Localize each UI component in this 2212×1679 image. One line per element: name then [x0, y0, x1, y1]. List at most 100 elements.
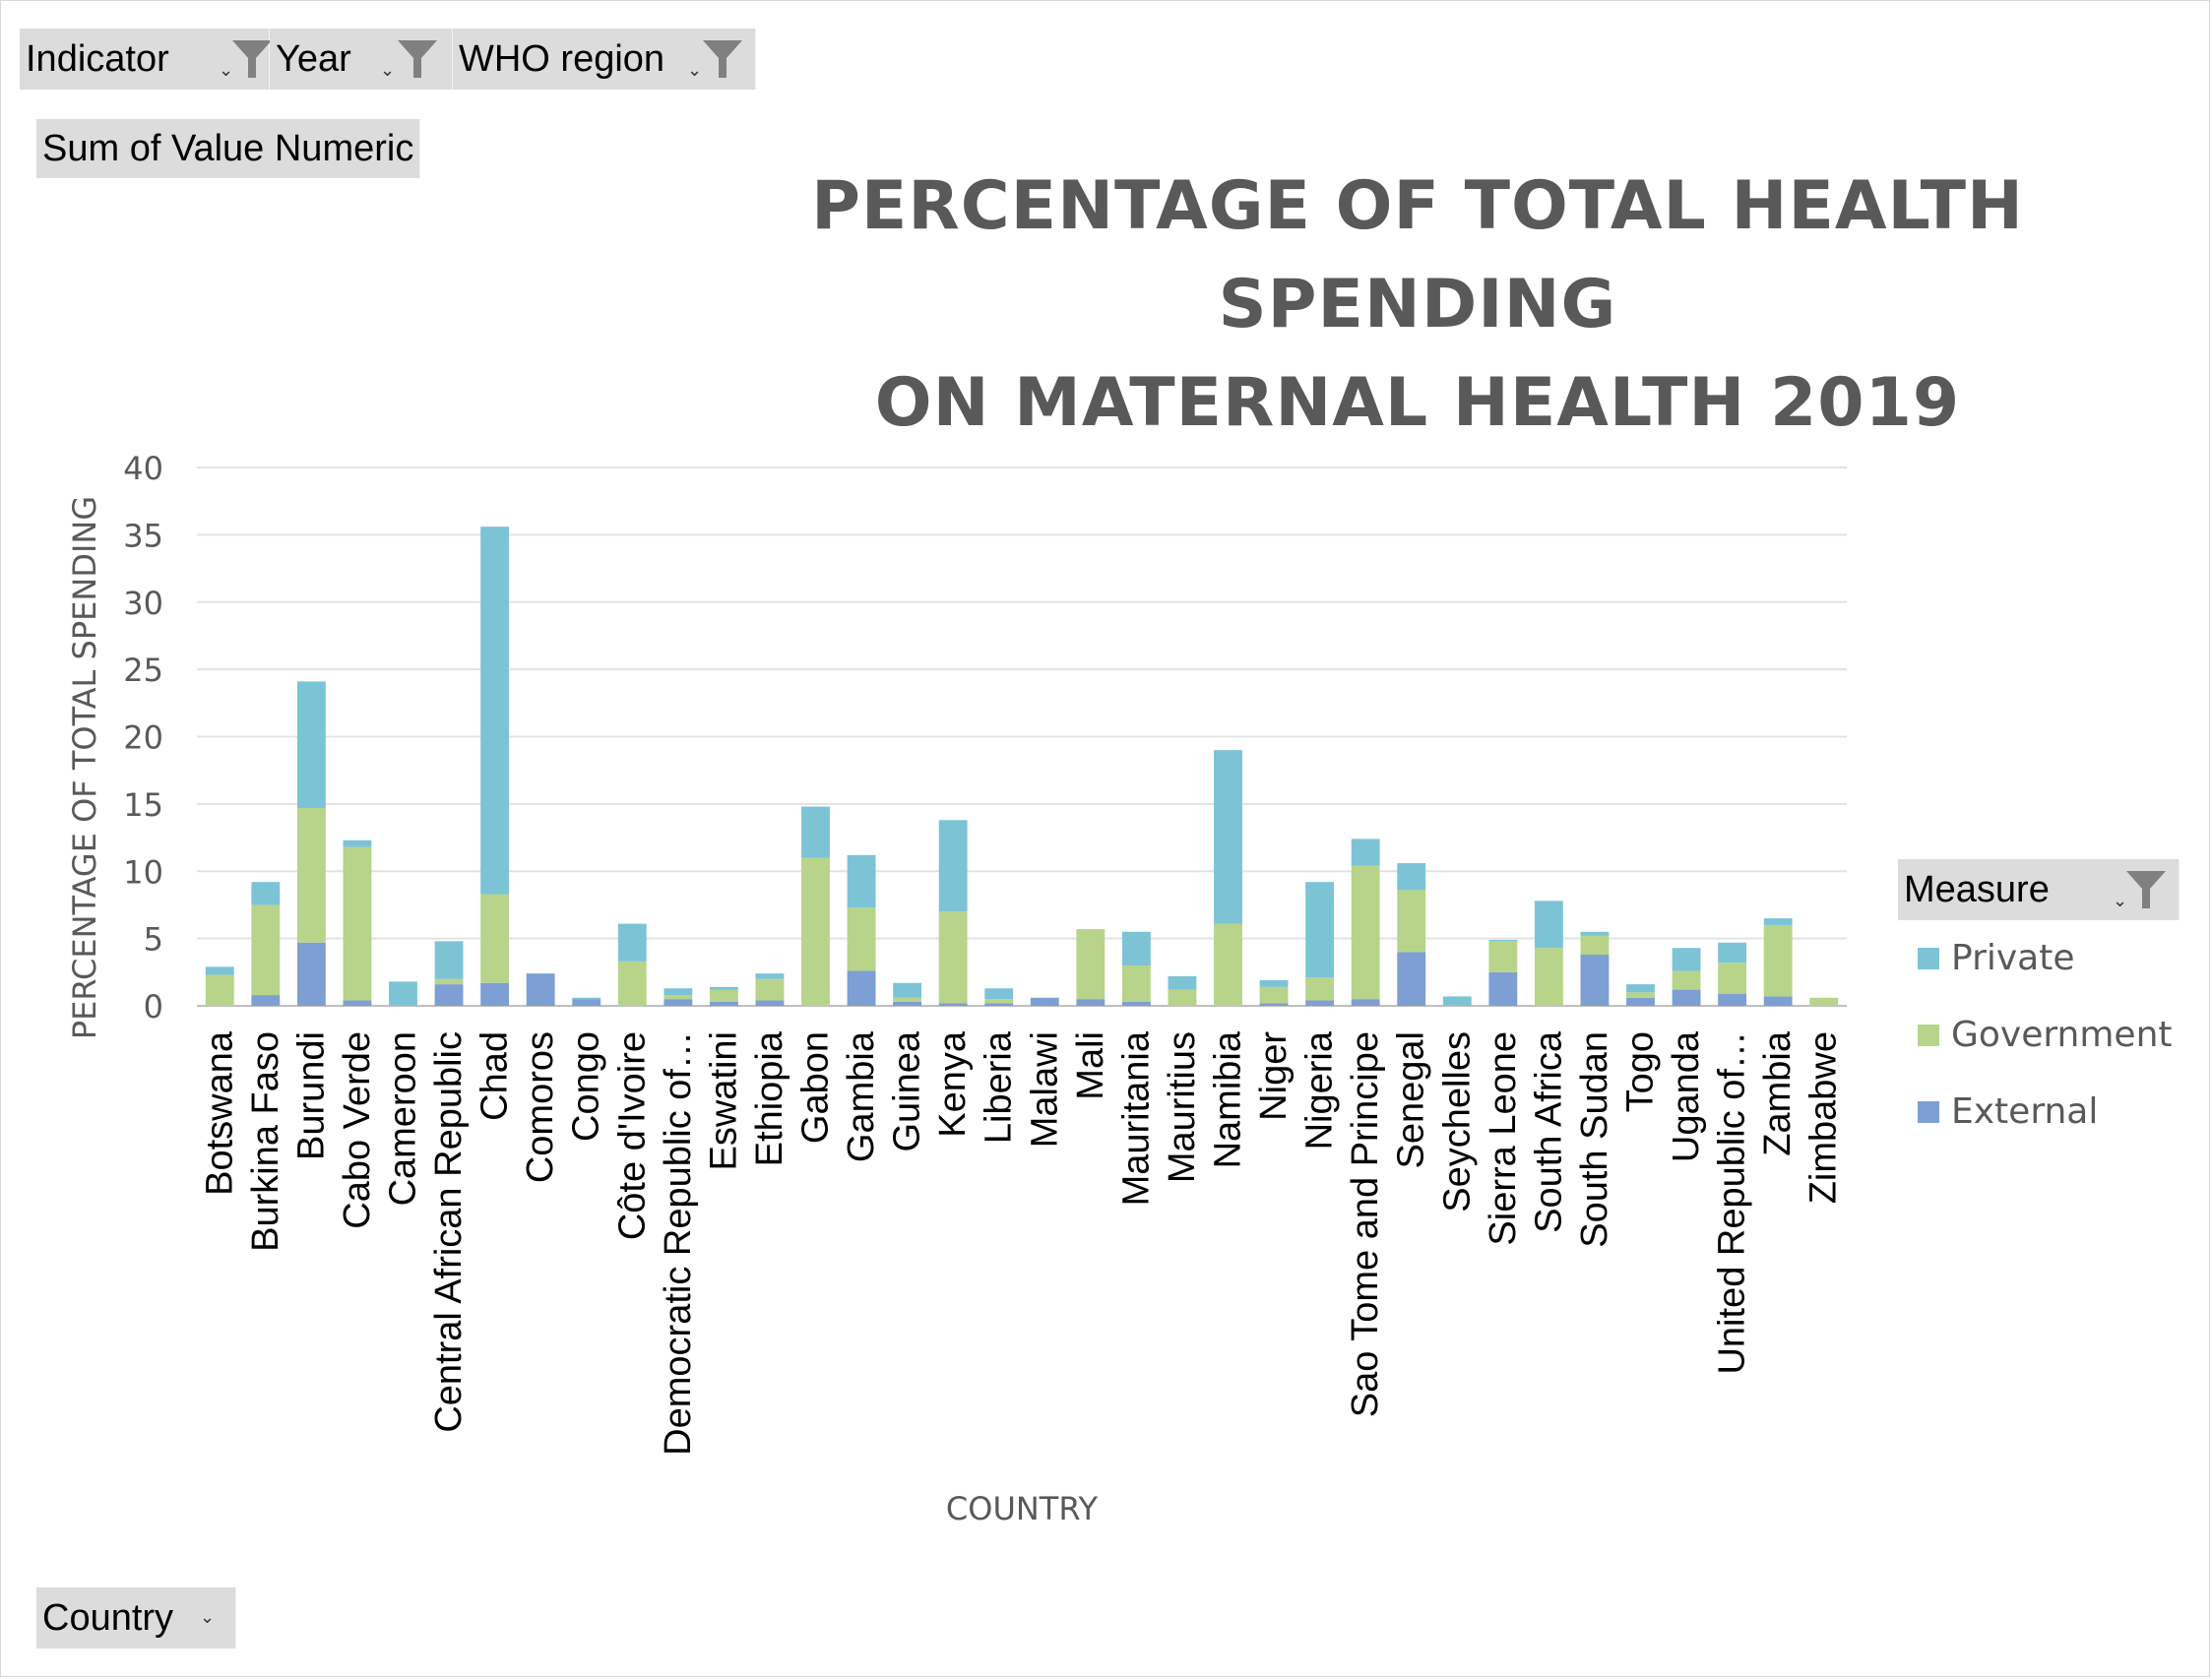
y-tick-label: 30 — [123, 585, 163, 622]
bar-external — [893, 1001, 922, 1006]
x-tick-label: Mauritius — [1162, 1031, 1203, 1183]
x-tick-label: Gambia — [841, 1030, 882, 1162]
x-tick-label: Nigeria — [1299, 1030, 1341, 1150]
legend-item-private[interactable]: Private — [1918, 938, 2075, 978]
bar-external — [755, 1000, 785, 1006]
bar-government — [617, 961, 647, 1006]
bar-external — [1351, 999, 1380, 1006]
bar-government — [1259, 986, 1289, 1004]
bar-private — [434, 941, 464, 979]
chart-title-line-1: PERCENTAGE OF TOTAL HEALTH SPENDING — [811, 167, 2024, 343]
bar-external — [1305, 1000, 1335, 1006]
x-tick-label: Botswana — [199, 1030, 240, 1196]
bar-private — [480, 527, 510, 895]
year-filter-label: Year — [276, 37, 351, 80]
bar-private — [389, 981, 417, 1006]
x-tick-label: Mali — [1070, 1031, 1111, 1100]
bar-government — [1718, 963, 1747, 994]
x-tick-label: Liberia — [979, 1030, 1020, 1144]
legend-label-government: Government — [1951, 1015, 2173, 1055]
x-tick-label: Cameroon — [383, 1031, 424, 1206]
bar-government — [1809, 997, 1839, 1006]
bar-government — [480, 894, 510, 983]
bar-private — [938, 820, 968, 912]
x-tick-label: Namibia — [1208, 1030, 1249, 1168]
who-region-filter-button[interactable]: WHO region ⌄ — [453, 29, 756, 90]
bar-private — [1168, 975, 1197, 990]
bar-private — [1534, 901, 1563, 949]
x-tick-label: Niger — [1253, 1031, 1295, 1121]
x-tick-label: Sierra Leone — [1483, 1031, 1524, 1246]
values-field-button[interactable]: Sum of Value Numeric — [36, 119, 420, 178]
bar-private — [801, 806, 830, 858]
bar-government — [1488, 941, 1518, 972]
x-tick-label: Kenya — [932, 1030, 974, 1138]
bar-private — [296, 681, 326, 808]
x-tick-label: Central African Republic — [428, 1031, 470, 1433]
bar-government — [1168, 989, 1197, 1006]
bar-government — [893, 997, 922, 1002]
bar-private — [1305, 882, 1335, 978]
x-tick-label: Malawi — [1024, 1031, 1065, 1148]
bars — [205, 527, 1839, 1006]
dropdown-arrow-icon: ⌄ — [200, 1607, 216, 1627]
who-region-filter-label: WHO region — [459, 37, 665, 80]
bar-external — [847, 970, 876, 1006]
bar-external — [1718, 993, 1747, 1006]
legend-item-external[interactable]: External — [1918, 1091, 2098, 1132]
x-tick-label: Chad — [474, 1031, 516, 1121]
x-tick-label: Mauritania — [1115, 1030, 1157, 1206]
measure-legend-filter-button[interactable]: Measure ⌄ — [1898, 859, 2180, 920]
legend-swatch-external — [1918, 1100, 1939, 1123]
bar-external — [984, 1003, 1014, 1006]
x-tick-label: Guinea — [887, 1030, 928, 1151]
year-filter-button[interactable]: Year ⌄ — [270, 29, 453, 90]
indicator-filter-button[interactable]: Indicator ⌄ — [20, 29, 272, 90]
x-tick-label: Sao Tome and Principe — [1345, 1031, 1386, 1417]
bar-government — [709, 989, 738, 1002]
dropdown-arrow-icon: ⌄ — [687, 60, 703, 80]
x-tick-label: Congo — [566, 1031, 607, 1142]
gridlines — [197, 466, 1847, 1007]
dropdown-arrow-icon: ⌄ — [2113, 891, 2128, 910]
x-tick-label: Senegal — [1391, 1031, 1432, 1168]
bar-external — [296, 942, 326, 1006]
y-tick-label: 5 — [144, 921, 163, 959]
x-tick-label: South Africa — [1528, 1030, 1569, 1233]
x-tick-label: Eswatini — [703, 1031, 744, 1171]
bar-external — [709, 1001, 738, 1006]
bar-external — [1259, 1003, 1289, 1006]
funnel-icon — [703, 40, 742, 78]
chart-title-line-2: ON MATERNAL HEALTH 2019 — [874, 364, 1961, 442]
legend-label-private: Private — [1951, 938, 2075, 978]
bar-external — [1397, 952, 1426, 1006]
bar-external — [572, 999, 601, 1006]
country-row-field-button[interactable]: Country ⌄ — [36, 1587, 236, 1648]
bar-external — [1672, 989, 1701, 1006]
legend-swatch-government — [1918, 1024, 1939, 1046]
x-tick-label: Togo — [1620, 1031, 1662, 1112]
bar-private — [1397, 863, 1426, 891]
country-row-field-label: Country — [42, 1596, 174, 1639]
legend-label-external: External — [1951, 1091, 2099, 1132]
bar-external — [480, 982, 510, 1006]
y-tick-label: 25 — [123, 652, 163, 689]
bar-external — [251, 995, 281, 1006]
bar-government — [1351, 865, 1380, 1000]
legend-item-government[interactable]: Government — [1918, 1015, 2173, 1055]
bar-private — [664, 988, 693, 996]
bar-private — [572, 997, 601, 1000]
funnel-icon — [2126, 871, 2166, 908]
legend-swatch-private — [1918, 947, 1939, 969]
bar-government — [1580, 935, 1610, 956]
bar-government — [251, 904, 281, 996]
bar-private — [1351, 839, 1380, 866]
bar-private — [1672, 948, 1701, 971]
x-tick-label: Burkina Faso — [245, 1031, 286, 1252]
chart-title: PERCENTAGE OF TOTAL HEALTH SPENDING ON M… — [630, 157, 2205, 453]
bar-government — [938, 911, 968, 1004]
bar-private — [709, 986, 738, 990]
indicator-filter-label: Indicator — [26, 37, 169, 80]
y-axis-label: PERCENTAGE OF TOTAL SPENDING — [66, 496, 103, 1039]
x-tick-label: Burundi — [290, 1031, 332, 1160]
